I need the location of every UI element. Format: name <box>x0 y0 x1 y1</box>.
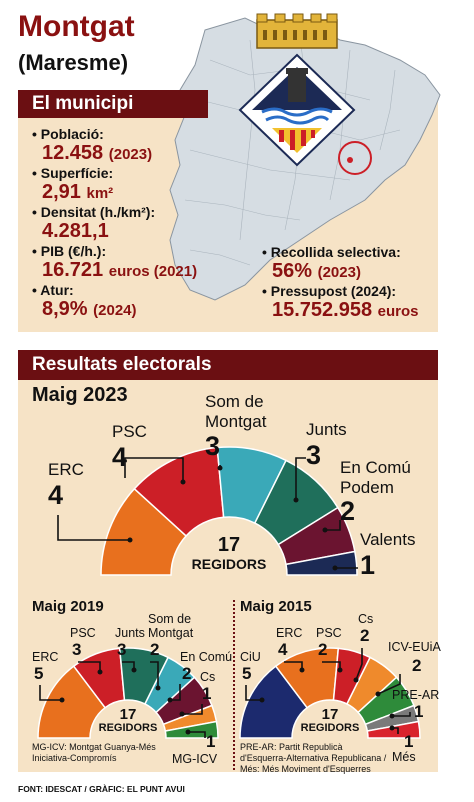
footer-source: FONT: IDESCAT / GRÀFIC: EL PUNT AVUI <box>18 784 185 794</box>
party-name-2019: Montgat <box>148 626 194 640</box>
party-name-2023: Montgat <box>205 412 267 431</box>
stat-suffix: (2023) <box>317 264 361 281</box>
party-seats-2023: 4 <box>48 480 64 510</box>
note-2019: MG-ICV: Montgat Guanya-Més Iniciativa-Co… <box>32 742 156 763</box>
stat-label: • Densitat (h./km²): <box>32 204 156 220</box>
stat-suffix: euros (2021) <box>108 263 198 280</box>
party-seats-2023: 3 <box>306 440 322 470</box>
party-name-2015: Més <box>392 750 416 764</box>
stat-suffix: km² <box>86 185 114 202</box>
stat-value: 16.721 euros (2021) <box>42 259 198 281</box>
resultats-banner: Resultats electorals <box>18 350 438 380</box>
maig2023-title: Maig 2023 <box>32 384 128 406</box>
total-2019: 17 <box>119 706 137 723</box>
party-seats-2015: 1 <box>404 732 414 751</box>
stat-label: • Pressupost (2024): <box>262 283 397 299</box>
stat-label: • Població: <box>32 126 104 142</box>
stat-suffix: (2024) <box>93 302 137 319</box>
municipi-banner: El municipi <box>18 90 208 118</box>
page-title: Montgat <box>18 10 135 43</box>
party-seats-2015: 2 <box>360 626 370 645</box>
party-seats-2015: 5 <box>242 664 252 683</box>
party-seats-2015: 2 <box>412 656 422 675</box>
crown-icon <box>256 13 338 49</box>
party-seats-2023: 4 <box>112 442 128 472</box>
stat-label: • Superfície: <box>32 165 114 181</box>
stat-item: • Pressupost (2024): 15.752.958 euros <box>262 283 437 322</box>
party-name-2019: MG-ICV <box>172 752 218 766</box>
note-2015: PRE-AR: Partit Republicà d'Esquerra-Alte… <box>240 742 387 774</box>
party-name-2015: PRE-AR <box>392 688 440 702</box>
stat-item: • Superfície: 2,91 km² <box>32 165 252 204</box>
stat-value: 8,9% (2024) <box>42 298 137 320</box>
party-name-2015: PSC <box>316 626 342 640</box>
stat-value: 4.281,1 <box>42 220 109 242</box>
stat-suffix: (2023) <box>108 146 153 163</box>
party-seats-2019: 5 <box>34 664 44 683</box>
party-name-2023: PSC <box>112 422 147 441</box>
total-2015: 17 <box>321 706 339 723</box>
party-seats-2019: 1 <box>202 684 212 703</box>
party-name-2019: PSC <box>70 626 96 640</box>
party-name-2019: En Comú <box>180 650 233 664</box>
maig2019-title: Maig 2019 <box>32 598 104 615</box>
page-subtitle: (Maresme) <box>18 50 129 75</box>
party-seats-2019: 1 <box>206 732 216 751</box>
party-seats-2019: 2 <box>150 640 160 659</box>
total-label-2023: REGIDORS <box>191 556 267 572</box>
stat-label: • Recollida selectiva: <box>262 244 401 260</box>
stat-suffix: euros <box>377 303 419 320</box>
party-name-2015: Cs <box>358 612 374 626</box>
party-seats-2023: 3 <box>205 431 221 461</box>
divider <box>233 600 235 770</box>
total-label-2015: REGIDORS <box>300 722 360 734</box>
party-seats-2015: 2 <box>318 640 328 659</box>
party-seats-2023: 2 <box>340 496 356 526</box>
stat-value: 12.458 (2023) <box>42 142 153 164</box>
party-name-2015: ICV-EUiA <box>388 640 441 654</box>
total-2023: 17 <box>217 534 241 556</box>
maig2015-title: Maig 2015 <box>240 598 312 615</box>
stat-item: • Densitat (h./km²): 4.281,1 <box>32 204 252 243</box>
party-seats-2019: 3 <box>117 640 127 659</box>
party-name-2023: Junts <box>306 420 347 439</box>
party-name-2019: Cs <box>200 670 216 684</box>
stat-item: • Recollida selectiva: 56% (2023) <box>262 244 437 283</box>
party-name-2019: Junts <box>115 626 145 640</box>
party-name-2023: Som de <box>205 392 264 411</box>
party-name-2019: ERC <box>32 650 59 664</box>
stat-value: 2,91 km² <box>42 181 114 203</box>
stat-item: • PIB (€/h.): 16.721 euros (2021) <box>32 243 252 282</box>
party-name-2019: Som de <box>148 612 192 626</box>
stat-value: 15.752.958 euros <box>272 299 419 321</box>
party-name-2023: Podem <box>340 478 394 497</box>
party-name-2023: ERC <box>48 460 84 479</box>
party-seats-2015: 4 <box>278 640 288 659</box>
stat-value: 56% (2023) <box>272 260 361 282</box>
party-seats-2015: 1 <box>414 702 424 721</box>
party-name-2023: Valents <box>360 530 416 549</box>
party-seats-2019: 3 <box>72 640 82 659</box>
party-name-2023: En Comú <box>340 458 411 477</box>
party-seats-2019: 2 <box>182 664 192 683</box>
stat-label: • Atur: <box>32 282 74 298</box>
party-name-2015: CiU <box>240 650 261 664</box>
party-name-2015: ERC <box>276 626 303 640</box>
party-seats-2023: 1 <box>360 550 376 580</box>
stat-label: • PIB (€/h.): <box>32 243 107 259</box>
stat-item: • Atur: 8,9% (2024) <box>32 282 252 321</box>
total-label-2019: REGIDORS <box>98 722 158 734</box>
stat-item: • Població: 12.458 (2023) <box>32 126 252 165</box>
